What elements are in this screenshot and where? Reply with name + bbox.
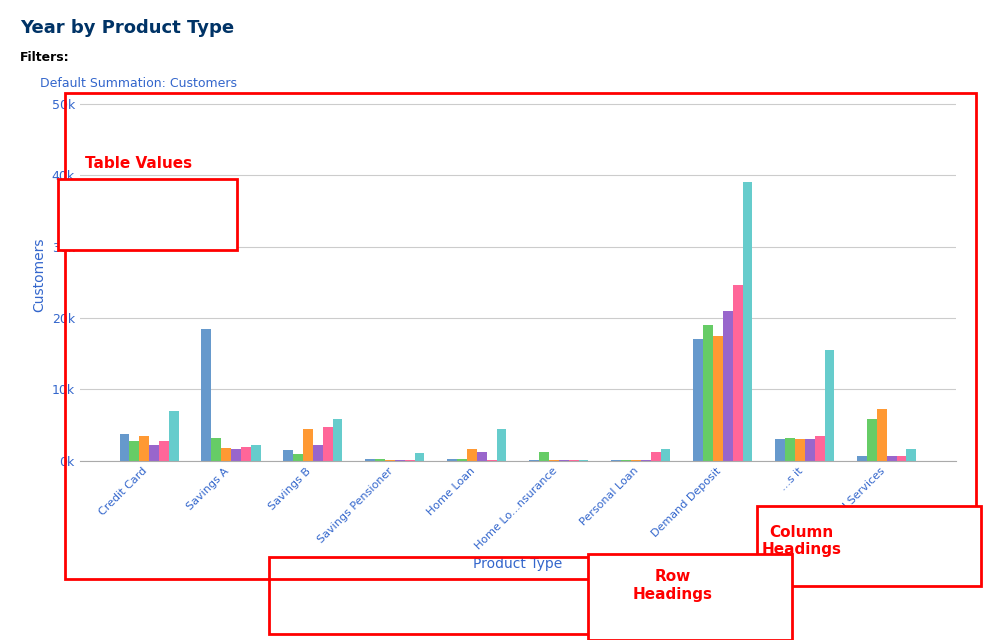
Bar	[366, 460, 375, 461]
Bar	[129, 441, 139, 461]
Bar	[660, 449, 670, 461]
Text: Table Values: Table Values	[85, 156, 192, 171]
Bar	[805, 438, 815, 461]
Bar	[149, 445, 159, 461]
Bar	[530, 460, 539, 461]
Bar	[497, 429, 506, 461]
Bar	[650, 452, 660, 461]
Bar	[733, 285, 743, 461]
Bar	[876, 409, 886, 461]
Bar	[815, 436, 825, 461]
Bar	[868, 419, 876, 461]
Bar	[221, 448, 231, 461]
Bar	[168, 411, 178, 461]
Bar	[631, 460, 640, 461]
Bar	[395, 460, 404, 461]
Bar	[457, 460, 467, 461]
Bar	[414, 453, 424, 461]
Bar	[640, 460, 650, 461]
Bar	[579, 460, 589, 461]
Bar	[139, 436, 149, 461]
Text: Row
Headings: Row Headings	[632, 570, 712, 602]
Bar	[487, 460, 497, 461]
Bar	[159, 441, 168, 461]
Bar	[569, 460, 579, 461]
Bar	[559, 460, 569, 461]
Bar	[201, 329, 211, 461]
Bar	[549, 460, 559, 461]
Bar	[723, 311, 733, 461]
Bar	[886, 456, 896, 461]
Y-axis label: Customers: Customers	[32, 238, 46, 312]
Bar	[477, 452, 487, 461]
Bar	[795, 440, 805, 461]
Bar	[775, 440, 785, 461]
Text: Default Summation: Customers: Default Summation: Customers	[40, 77, 237, 90]
Bar	[785, 438, 795, 461]
Bar	[447, 460, 457, 461]
Bar	[612, 460, 622, 461]
Text: Column
Headings: Column Headings	[762, 525, 842, 557]
Bar	[293, 454, 303, 461]
Bar	[284, 450, 293, 461]
Bar	[896, 456, 906, 461]
Bar	[404, 460, 414, 461]
Bar	[303, 429, 313, 461]
Text: Filters:: Filters:	[20, 51, 70, 64]
Bar	[385, 460, 395, 461]
Bar	[622, 460, 631, 461]
Bar	[825, 350, 835, 461]
Bar	[467, 449, 477, 461]
Bar	[211, 438, 221, 461]
Bar	[906, 449, 916, 461]
Text: Year by Product Type: Year by Product Type	[20, 19, 234, 37]
Bar	[323, 426, 333, 461]
Bar	[375, 459, 385, 461]
Bar	[743, 182, 752, 461]
Bar	[693, 339, 703, 461]
Bar	[539, 452, 549, 461]
Bar	[120, 434, 129, 461]
Bar	[703, 325, 713, 461]
X-axis label: Product Type: Product Type	[473, 557, 563, 571]
Bar	[251, 445, 261, 461]
Bar	[241, 447, 251, 461]
Bar	[713, 336, 723, 461]
Bar	[231, 449, 241, 461]
Bar	[333, 419, 343, 461]
Bar	[858, 456, 868, 461]
Bar	[313, 445, 323, 461]
